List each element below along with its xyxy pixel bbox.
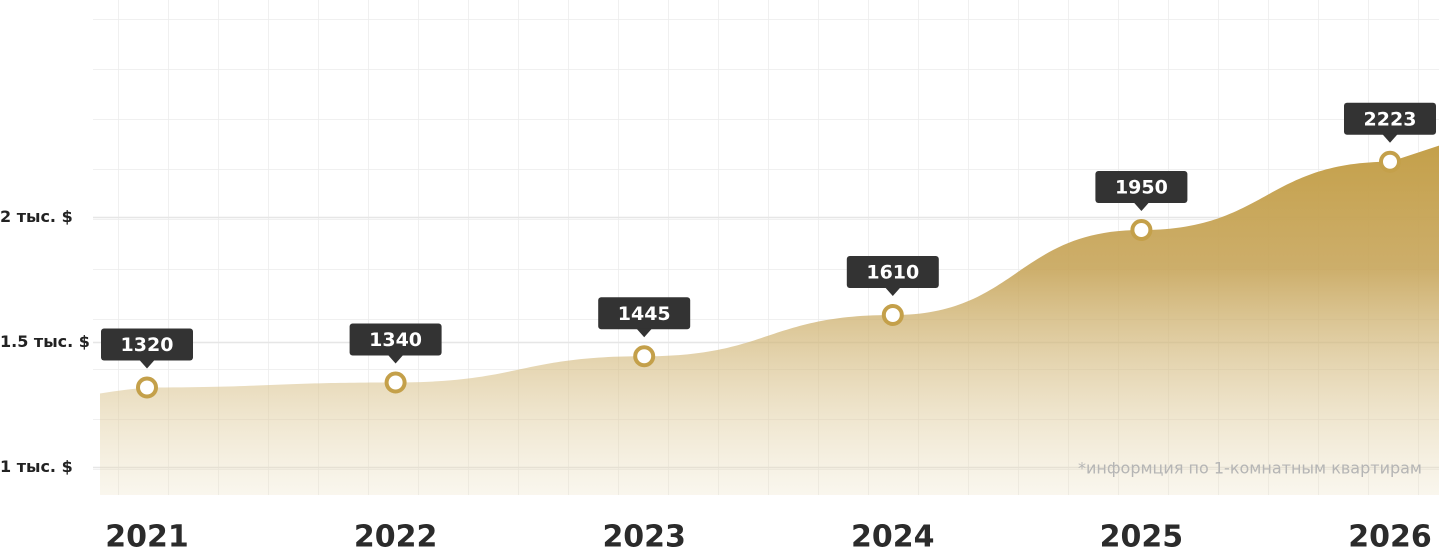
- label-box: [349, 323, 442, 356]
- value-label: 1950: [1095, 171, 1188, 211]
- label-box: [598, 297, 691, 330]
- value-label-text: 2223: [1364, 108, 1417, 130]
- x-tick-label: 2026: [1348, 520, 1432, 554]
- y-tick-label: 2 тыс. $: [0, 207, 73, 226]
- value-label-text: 1950: [1115, 177, 1168, 199]
- value-label-text: 1445: [618, 303, 671, 325]
- x-tick-label: 2022: [354, 520, 438, 554]
- label-pointer: [1382, 133, 1398, 143]
- x-tick-label: 2024: [851, 520, 935, 554]
- point: [881, 304, 904, 326]
- label-pointer: [1133, 202, 1150, 211]
- label-box: [1344, 102, 1436, 135]
- x-tick-label: 2025: [1100, 520, 1184, 554]
- value-label: 1340: [349, 323, 442, 364]
- label-pointer: [139, 359, 155, 369]
- value-label: 1320: [101, 328, 193, 369]
- annotation: *информция по 1-комнатным квартирам: [1078, 459, 1422, 478]
- x-tick-label: 2023: [602, 520, 686, 554]
- label-pointer: [387, 354, 404, 364]
- y-tick-label: 1 тыс. $: [0, 457, 73, 476]
- label-pointer: [884, 287, 901, 296]
- value-label-text: 1340: [369, 329, 422, 351]
- point: [1130, 219, 1153, 241]
- y-tick-label: 1.5 тыс. $: [0, 332, 90, 351]
- point: [384, 371, 407, 394]
- point: [1379, 150, 1401, 173]
- value-label: 1610: [846, 256, 939, 296]
- value-label-text: 1320: [121, 334, 174, 356]
- point: [633, 345, 656, 368]
- point: [136, 376, 158, 399]
- area: [100, 145, 1439, 496]
- value-label: 1445: [598, 297, 691, 338]
- label-box: [846, 256, 939, 288]
- label-pointer: [636, 328, 653, 338]
- value-label-text: 1610: [866, 262, 919, 284]
- label-box: [101, 328, 193, 361]
- label-box: [1095, 171, 1188, 203]
- value-label: 2223: [1344, 102, 1436, 143]
- x-tick-label: 2021: [105, 520, 189, 554]
